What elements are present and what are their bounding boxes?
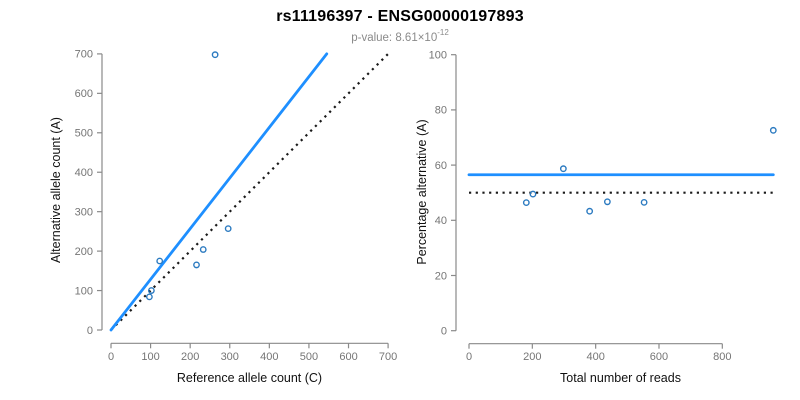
- x-tick-label: 400: [586, 351, 604, 363]
- data-point: [147, 287, 155, 294]
- y-tick-label: 40: [435, 215, 447, 227]
- y-axis-title: Percentage alternative (A): [415, 119, 429, 264]
- data-point: [529, 190, 537, 198]
- fit-line: [109, 52, 329, 332]
- x-axis-title: Reference allele count (C): [177, 371, 322, 385]
- y-tick-label: 500: [75, 128, 93, 140]
- x-tick-label: 300: [221, 351, 239, 363]
- y-tick-label: 600: [75, 88, 93, 100]
- x-tick-label: 800: [713, 351, 731, 363]
- y-tick-label: 60: [435, 160, 447, 172]
- x-tick-label: 100: [141, 351, 159, 363]
- y-tick-label: 0: [87, 325, 93, 337]
- data-point: [193, 261, 200, 269]
- y-tick-label: 100: [429, 50, 447, 62]
- x-tick-label: 700: [379, 351, 397, 363]
- y-tick-label: 200: [75, 246, 93, 258]
- y-tick-label: 0: [441, 326, 447, 338]
- data-point: [211, 51, 219, 59]
- x-tick-label: 600: [650, 351, 668, 363]
- data-point: [199, 246, 207, 253]
- data-point: [224, 225, 232, 233]
- x-tick-label: 500: [300, 351, 318, 363]
- y-tick-label: 700: [75, 49, 93, 61]
- data-point: [769, 126, 777, 134]
- data-point: [156, 257, 164, 265]
- y-tick-label: 20: [435, 270, 447, 282]
- x-tick-label: 0: [466, 351, 472, 363]
- y-tick-label: 400: [75, 167, 93, 179]
- data-point: [522, 199, 530, 207]
- x-tick-label: 200: [181, 351, 199, 363]
- x-tick-label: 400: [260, 351, 278, 363]
- x-tick-label: 200: [523, 351, 541, 363]
- left-panel-allele-counts: 0 100 200 300 400 500 600 700 0 100 200 300 400 500 60…: [49, 49, 397, 385]
- y-axis-title: Alternative allele count (A): [49, 117, 63, 263]
- x-tick-label: 600: [339, 351, 357, 363]
- data-point: [640, 198, 648, 206]
- x-axis-title: Total number of reads: [560, 371, 681, 385]
- x-tick-label: 0: [108, 351, 114, 363]
- right-panel-percentage: 0 20 40 60 80 100 0 200 400 600 800 Total number of…: [415, 50, 777, 385]
- y-tick-label: 80: [435, 105, 447, 117]
- data-point: [145, 293, 153, 301]
- y-tick-label: 300: [75, 206, 93, 218]
- data-point: [559, 165, 567, 173]
- data-point: [603, 198, 611, 206]
- data-point: [586, 207, 594, 215]
- identity-line: [110, 53, 389, 331]
- y-tick-label: 100: [75, 285, 93, 297]
